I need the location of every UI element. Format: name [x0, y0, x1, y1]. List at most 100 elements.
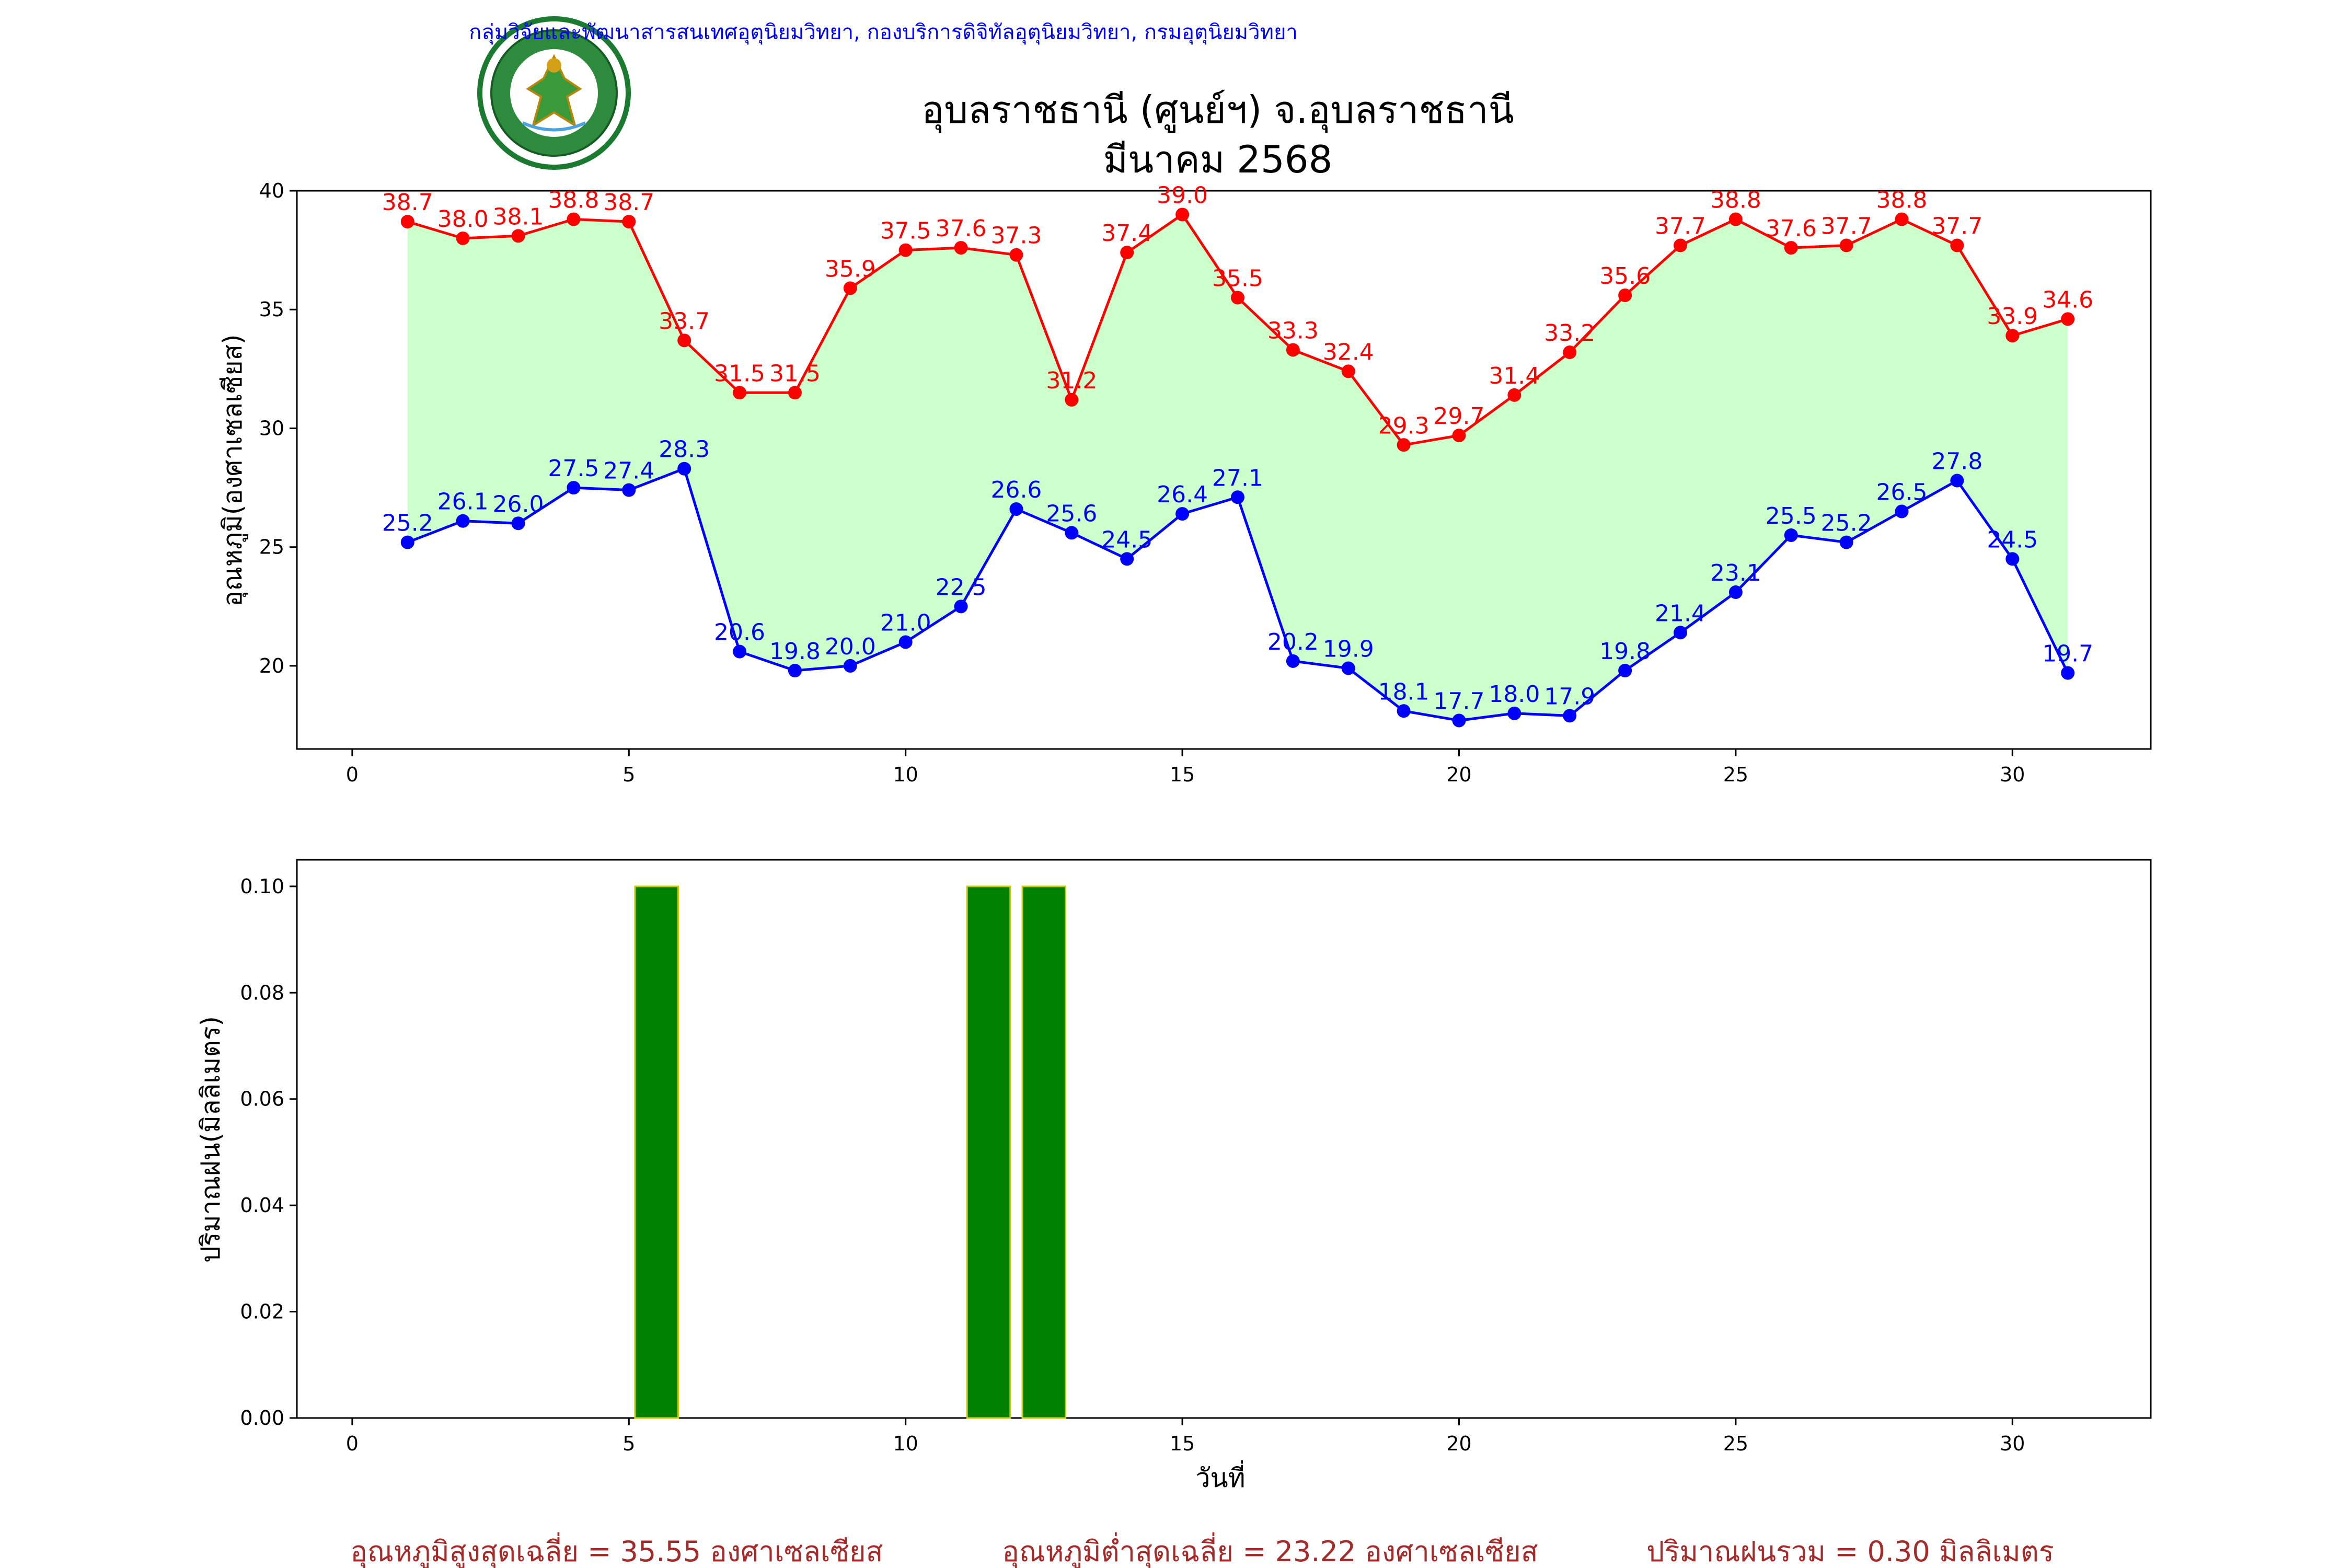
rainfall-y-tick-label: 0.06 [240, 1088, 284, 1111]
rainfall-y-tick-label: 0.02 [240, 1300, 284, 1323]
max-temperature-label: 33.2 [1544, 320, 1595, 347]
min-temperature-point [456, 514, 470, 528]
max-temperature-label: 37.4 [1101, 220, 1152, 247]
rainfall-y-tick-label: 0.00 [240, 1406, 284, 1429]
max-temperature-point [400, 215, 414, 229]
max-temperature-point [456, 231, 470, 245]
max-temperature-label: 38.8 [548, 187, 599, 214]
min-temperature-point [733, 644, 747, 659]
max-temperature-point [1175, 207, 1190, 222]
max-temperature-label: 38.0 [437, 206, 489, 233]
min-temperature-point [1784, 528, 1798, 542]
min-temperature-point [1230, 490, 1244, 504]
max-temperature-point [1120, 246, 1134, 260]
temperature-y-tick-label: 35 [259, 298, 284, 321]
max-temperature-label: 33.9 [1987, 303, 2038, 330]
min-temperature-point [1397, 704, 1411, 718]
min-temperature-label: 19.8 [1599, 638, 1651, 665]
max-temperature-point [1009, 248, 1023, 262]
min-temperature-point [2061, 666, 2075, 680]
rainfall-x-tick-label: 15 [1170, 1432, 1195, 1455]
max-temperature-label: 38.7 [382, 189, 433, 216]
max-temperature-point [1728, 212, 1743, 226]
rainfall-bar [1021, 885, 1067, 1419]
temperature-x-tick-label: 5 [622, 763, 635, 786]
min-temperature-label: 20.6 [714, 619, 765, 646]
max-temperature-point [622, 215, 636, 229]
temperature-y-tick-label: 30 [259, 417, 284, 440]
rainfall-x-tick-label: 10 [893, 1432, 918, 1455]
max-temperature-label: 29.3 [1378, 412, 1429, 439]
min-temperature-point [400, 535, 414, 549]
min-temperature-point [1674, 626, 1688, 640]
max-temperature-points: 38.738.0 38.138.8 38.733.731.5 31.535.937.5… [382, 182, 2093, 452]
min-temperature-point [1009, 502, 1023, 516]
rainfall-x-axis-label: วันที่ [1195, 1460, 1245, 1493]
min-temperature-label: 25.5 [1766, 503, 1817, 529]
min-temperature-point [898, 635, 913, 649]
max-temperature-label: 38.7 [603, 189, 654, 216]
temperature-y-tick-label: 40 [259, 179, 284, 202]
temperature-x-axis: 0 5 10 15 20 25 30 [346, 749, 2025, 786]
min-temperature-point [622, 483, 636, 497]
min-temperature-label: 24.5 [1987, 526, 2038, 553]
min-temperature-label: 27.8 [1931, 448, 1982, 475]
max-temperature-label: 31.2 [1046, 367, 1097, 394]
max-temperature-label: 39.0 [1157, 182, 1208, 209]
max-temperature-point [1065, 393, 1079, 407]
min-temperature-label: 26.1 [437, 489, 489, 515]
max-temperature-point [733, 386, 747, 400]
max-temperature-point [1950, 238, 1964, 252]
min-temperature-point [1286, 654, 1300, 668]
min-temperature-point [677, 462, 691, 476]
min-temperature-point [511, 516, 525, 531]
max-temperature-point [1507, 388, 1521, 402]
min-temperature-point [1950, 474, 1964, 488]
temperature-y-tick-label: 20 [259, 654, 284, 677]
max-temperature-label: 38.8 [1876, 187, 1928, 214]
rainfall-y-tick-label: 0.10 [240, 875, 284, 898]
min-temperature-point [843, 659, 857, 673]
chart-title-line2: มีนาคม 2568 [1103, 137, 1333, 181]
max-temperature-label: 37.7 [1821, 213, 1872, 240]
min-temperature-label: 17.9 [1544, 683, 1595, 710]
tmd-logo [477, 16, 631, 170]
max-temperature-label: 29.7 [1434, 403, 1485, 430]
header-org-line: กลุ่มวิจัยและพัฒนาสารสนเทศอุตุนิยมวิทยา,… [469, 20, 1298, 45]
min-temperature-label: 21.0 [880, 609, 931, 636]
rainfall-y-axis-label: ปริมาณฝน(มิลลิเมตร) [195, 1016, 226, 1263]
max-temperature-label: 31.5 [769, 360, 821, 387]
rainfall-x-tick-label: 5 [622, 1432, 635, 1455]
min-temperature-label: 27.5 [548, 455, 599, 482]
min-temperature-label: 26.5 [1876, 479, 1928, 506]
min-temperature-label: 25.2 [382, 510, 433, 537]
max-temperature-label: 37.5 [880, 218, 931, 245]
min-temperature-label: 17.7 [1434, 688, 1485, 714]
max-temperature-label: 35.5 [1212, 266, 1263, 292]
max-temperature-label: 37.6 [1766, 215, 1817, 242]
max-temperature-label: 32.4 [1323, 339, 1374, 365]
max-temperature-point [511, 229, 525, 243]
max-temperature-point [843, 281, 857, 295]
min-temperature-point [1618, 664, 1632, 678]
min-temperature-label: 20.0 [825, 633, 876, 660]
max-temperature-label: 31.4 [1489, 363, 1540, 389]
max-temperature-point [1286, 343, 1300, 357]
rainfall-chart: 0 5 10 15 20 25 30 0.00 0.02 0.04 0.06 0.08 0.10 ปร… [195, 859, 2152, 1493]
rainfall-bars [634, 885, 1067, 1419]
min-temperature-label: 27.1 [1212, 465, 1263, 491]
temperature-x-tick-label: 20 [1446, 763, 1471, 786]
max-temperature-label: 37.7 [1655, 213, 1706, 240]
max-temperature-point [2061, 312, 2075, 326]
min-temperature-point [567, 481, 581, 495]
max-temperature-point [1230, 291, 1244, 305]
min-temperature-label: 25.2 [1821, 510, 1872, 537]
min-temperature-point [954, 599, 968, 614]
max-temperature-point [1784, 241, 1798, 255]
temperature-x-tick-label: 0 [346, 763, 359, 786]
max-temperature-label: 37.6 [936, 215, 987, 242]
rainfall-plot-frame [296, 859, 2152, 1419]
min-temperature-point [1507, 706, 1521, 720]
